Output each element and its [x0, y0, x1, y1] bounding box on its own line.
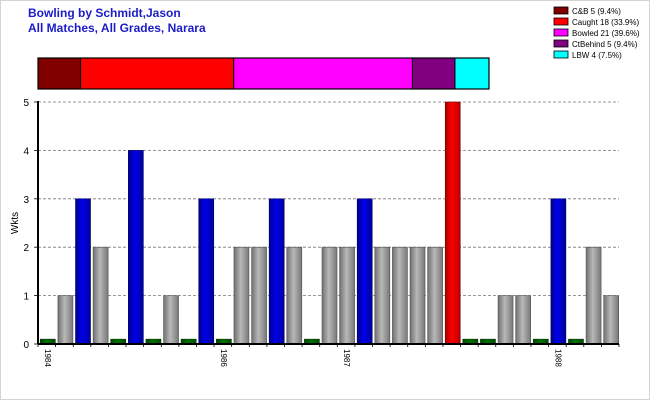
bar: [251, 246, 267, 345]
legend-swatch: [553, 28, 569, 37]
bar: [286, 246, 303, 345]
breakdown-segment: [37, 57, 82, 90]
y-axis-label: Wkts: [10, 212, 21, 234]
bar: [550, 198, 567, 345]
legend-swatch: [553, 6, 569, 15]
bar: [268, 198, 285, 345]
breakdown-segment: [233, 57, 413, 90]
breakdown-segment: [80, 57, 235, 90]
bar: [374, 246, 391, 345]
bar: [515, 295, 531, 345]
bar: [128, 150, 144, 345]
bar: [409, 246, 426, 345]
chart-title: Bowling by Schmidt,Jason: [28, 6, 181, 20]
bar: [75, 198, 91, 345]
bar: [339, 246, 355, 345]
y-tick-label: 0: [23, 340, 29, 351]
y-tick-label: 3: [23, 195, 29, 206]
y-tick-label: 2: [23, 243, 29, 254]
bar: [57, 295, 74, 345]
bar: [392, 246, 408, 345]
bar: [585, 246, 602, 345]
x-tick-label: 1987: [342, 349, 351, 367]
bar: [321, 246, 338, 345]
x-tick-labels: 1984 1986 1987 1988: [43, 349, 563, 367]
legend-swatch: [553, 39, 569, 48]
legend-label: LBW 4 (7.5%): [572, 51, 622, 60]
legend-label: C&B 5 (9.4%): [572, 7, 621, 16]
y-tick-label: 1: [23, 292, 29, 303]
breakdown-segment: [454, 57, 490, 90]
legend-label: Caught 18 (33.9%): [572, 18, 639, 27]
axes: [34, 101, 620, 347]
breakdown-segment: [411, 57, 456, 90]
x-tick-label: 1984: [43, 349, 52, 367]
legend-label: Bowled 21 (39.6%): [572, 29, 640, 38]
breakdown-border: [37, 57, 490, 90]
bar: [163, 295, 179, 345]
bar: [427, 246, 443, 345]
bar: [444, 101, 461, 345]
bar: [603, 295, 619, 345]
legend-swatch: [553, 17, 569, 26]
y-tick-label: 5: [23, 98, 29, 109]
bar: [356, 198, 373, 345]
legend: C&B 5 (9.4%) Caught 18 (33.9%) Bowled 21 (…: [553, 6, 640, 60]
x-tick-label: 1986: [219, 349, 228, 367]
bar: [233, 246, 250, 345]
bar: [497, 295, 514, 345]
y-tick-labels: 0 1 2 3 4 5: [23, 98, 29, 351]
chart-subtitle: All Matches, All Grades, Narara: [28, 21, 206, 35]
y-tick-label: 4: [23, 146, 29, 157]
bars: [40, 101, 619, 345]
bar: [198, 198, 215, 345]
legend-label: CtBehind 5 (9.4%): [572, 40, 638, 49]
bar: [92, 246, 109, 345]
x-tick-label: 1988: [553, 349, 562, 367]
legend-swatch: [553, 50, 569, 59]
dismissal-breakdown-bar: [37, 57, 490, 90]
